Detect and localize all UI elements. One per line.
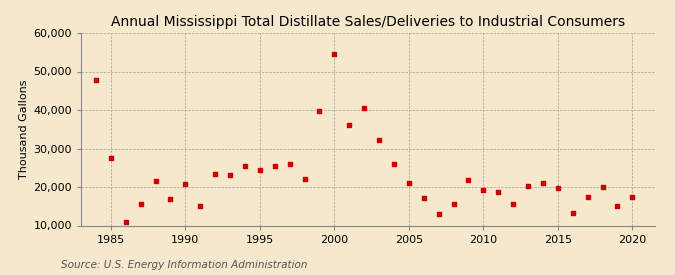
Point [314,109,325,113]
Point [374,138,385,142]
Point [180,182,191,186]
Point [568,211,578,215]
Y-axis label: Thousand Gallons: Thousand Gallons [19,79,29,179]
Point [165,196,176,201]
Point [583,194,593,199]
Point [90,78,101,82]
Point [225,173,236,178]
Point [344,123,354,128]
Point [284,162,295,166]
Point [508,202,518,207]
Point [493,190,504,194]
Point [150,179,161,183]
Point [105,156,116,160]
Point [612,204,623,208]
Text: Source: U.S. Energy Information Administration: Source: U.S. Energy Information Administ… [61,260,307,270]
Point [210,171,221,176]
Point [522,184,533,188]
Point [329,52,340,56]
Point [537,181,548,185]
Point [418,196,429,200]
Point [358,106,369,110]
Point [478,188,489,192]
Point [552,186,563,190]
Point [240,164,250,168]
Point [254,167,265,172]
Title: Annual Mississippi Total Distillate Sales/Deliveries to Industrial Consumers: Annual Mississippi Total Distillate Sale… [111,15,625,29]
Point [463,178,474,183]
Point [597,185,608,189]
Point [120,219,131,224]
Point [195,204,206,208]
Point [135,202,146,207]
Point [448,202,459,207]
Point [433,212,444,216]
Point [404,181,414,185]
Point [627,194,638,199]
Point [299,177,310,182]
Point [269,164,280,168]
Point [389,162,400,166]
